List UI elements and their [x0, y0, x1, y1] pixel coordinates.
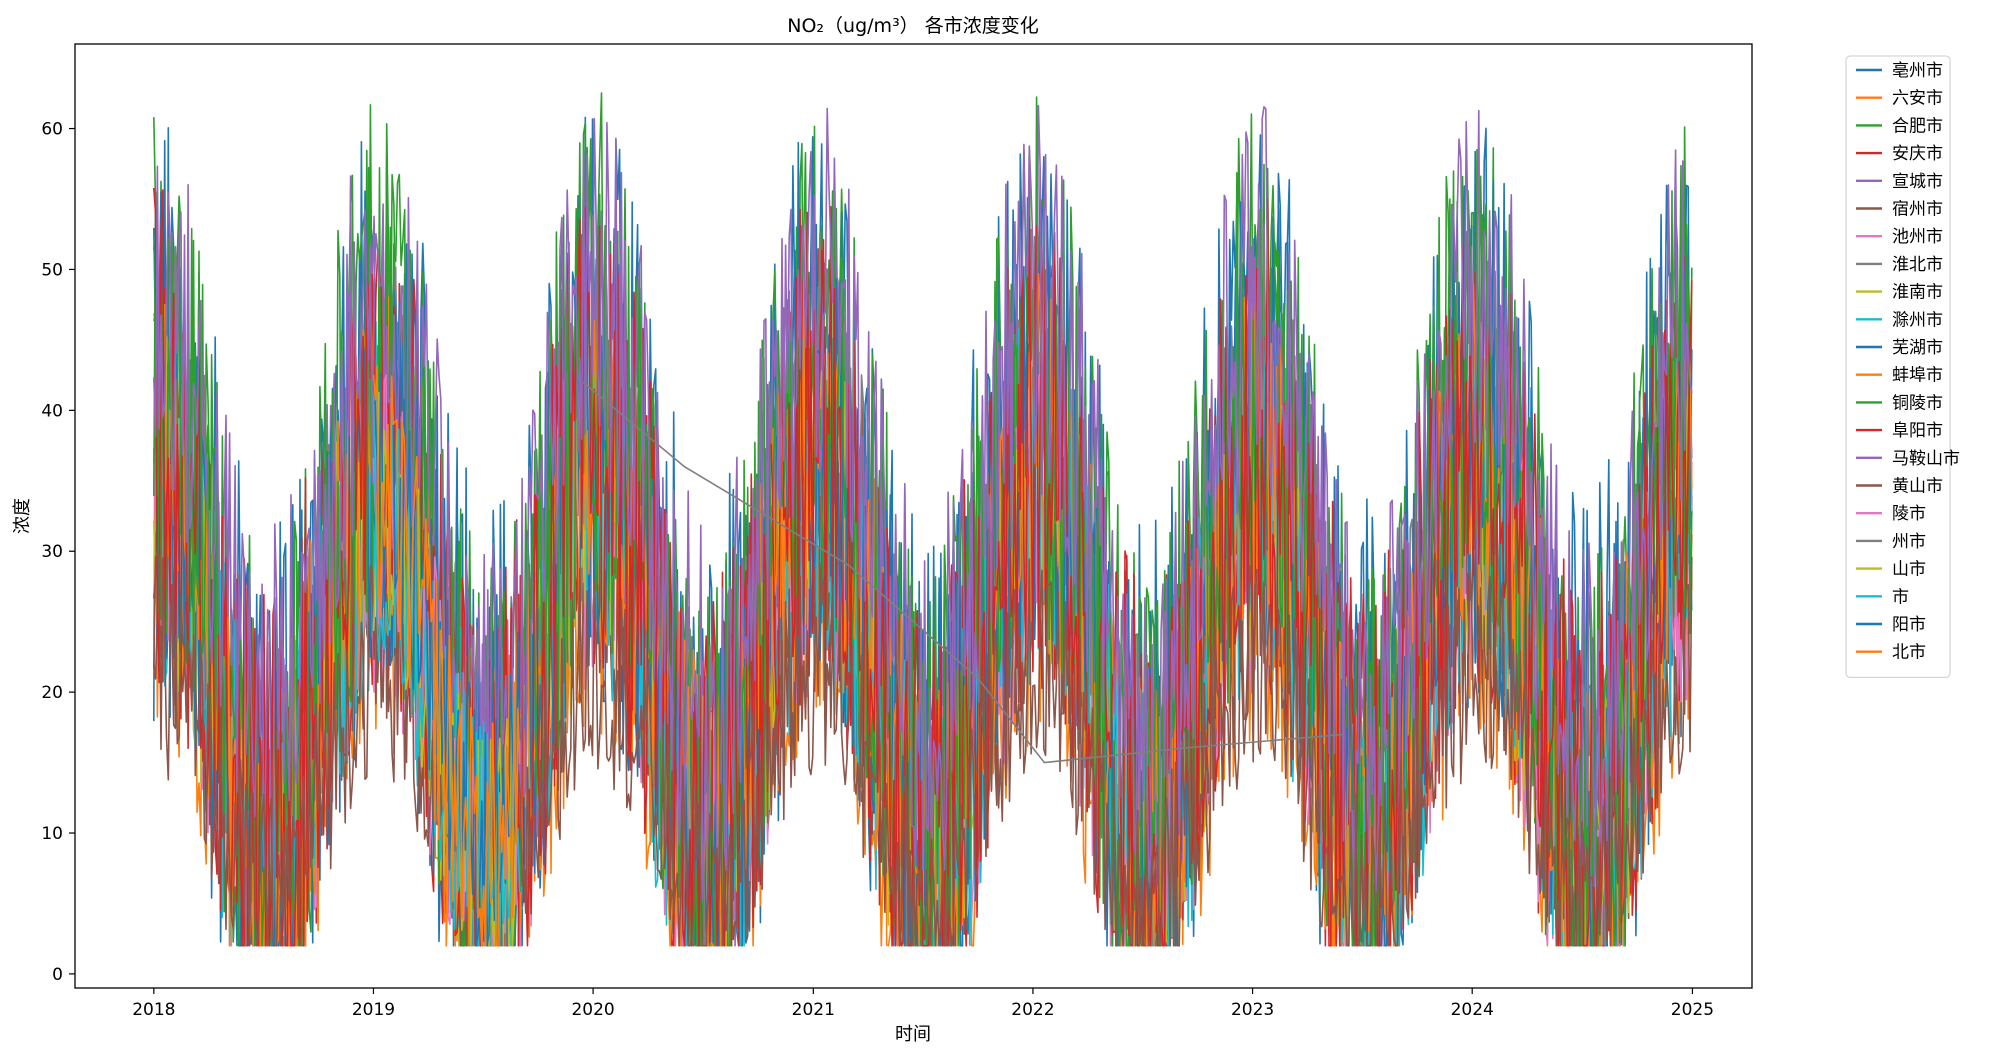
legend-label: 池州市: [1892, 227, 1943, 247]
y-tick-label: 10: [41, 824, 63, 844]
y-tick-label: 20: [41, 683, 63, 703]
series-line-13: [153, 138, 1693, 947]
x-axis: 2018 2019 2020 2021 2022 2023 2024 2025: [132, 988, 1714, 1020]
x-tick-label: 2021: [792, 1000, 835, 1020]
x-tick-label: 2020: [571, 1000, 614, 1020]
series-line-22: [372, 364, 521, 947]
y-axis-label: 浓度: [12, 498, 33, 534]
chart-title: NO₂（ug/m³） 各市浓度变化: [787, 15, 1038, 37]
y-tick-label: 50: [41, 260, 63, 280]
legend-label: 芜湖市: [1892, 338, 1943, 358]
legend-label: 淮北市: [1892, 255, 1943, 275]
legend-label: 黄山市: [1892, 477, 1943, 497]
y-tick-label: 60: [41, 120, 63, 140]
legend-box: [1845, 55, 1951, 678]
x-axis-label: 时间: [895, 1024, 931, 1045]
legend-label: 六安市: [1892, 89, 1943, 109]
y-tick-label: 0: [52, 965, 63, 985]
legend-label: 安庆市: [1892, 144, 1943, 164]
y-axis: 0 10 20 30 40 50 60: [41, 120, 75, 985]
series-line-15: [153, 104, 1693, 909]
legend-label: 淮南市: [1892, 283, 1943, 303]
series-layer: [153, 92, 1693, 947]
series-line-14: [153, 187, 1693, 947]
legend-label: 蚌埠市: [1892, 366, 1943, 386]
series-line-18: [582, 381, 1344, 764]
legend-label: 阳市: [1892, 615, 1926, 635]
y-tick-label: 40: [41, 401, 63, 421]
legend-label: 陵市: [1892, 504, 1926, 524]
legend-label: 滁州市: [1892, 310, 1943, 330]
legend-label: 马鞍山市: [1892, 449, 1960, 469]
legend-label: 宿州市: [1892, 200, 1943, 220]
y-tick-label: 30: [41, 542, 63, 562]
legend-label: 北市: [1892, 643, 1926, 663]
x-tick-label: 2025: [1671, 1000, 1714, 1020]
legend-label: 山市: [1892, 560, 1926, 580]
plot-frame: [74, 43, 1753, 989]
legend-label: 亳州市: [1892, 61, 1943, 81]
x-tick-label: 2023: [1231, 1000, 1274, 1020]
legend-label: 宣城市: [1892, 172, 1943, 192]
legend: 亳州市六安市合肥市安庆市宣城市宿州市池州市淮北市淮南市滁州市芜湖市蚌埠市铜陵市阜…: [1845, 55, 1960, 678]
legend-label: 市: [1892, 587, 1909, 607]
x-tick-label: 2018: [132, 1000, 175, 1020]
x-tick-label: 2019: [352, 1000, 395, 1020]
legend-label: 阜阳市: [1892, 421, 1943, 441]
x-tick-label: 2022: [1011, 1000, 1054, 1020]
legend-label: 州市: [1892, 532, 1926, 552]
x-tick-label: 2024: [1451, 1000, 1494, 1020]
legend-label: 合肥市: [1892, 116, 1943, 136]
legend-label: 铜陵市: [1892, 393, 1943, 413]
